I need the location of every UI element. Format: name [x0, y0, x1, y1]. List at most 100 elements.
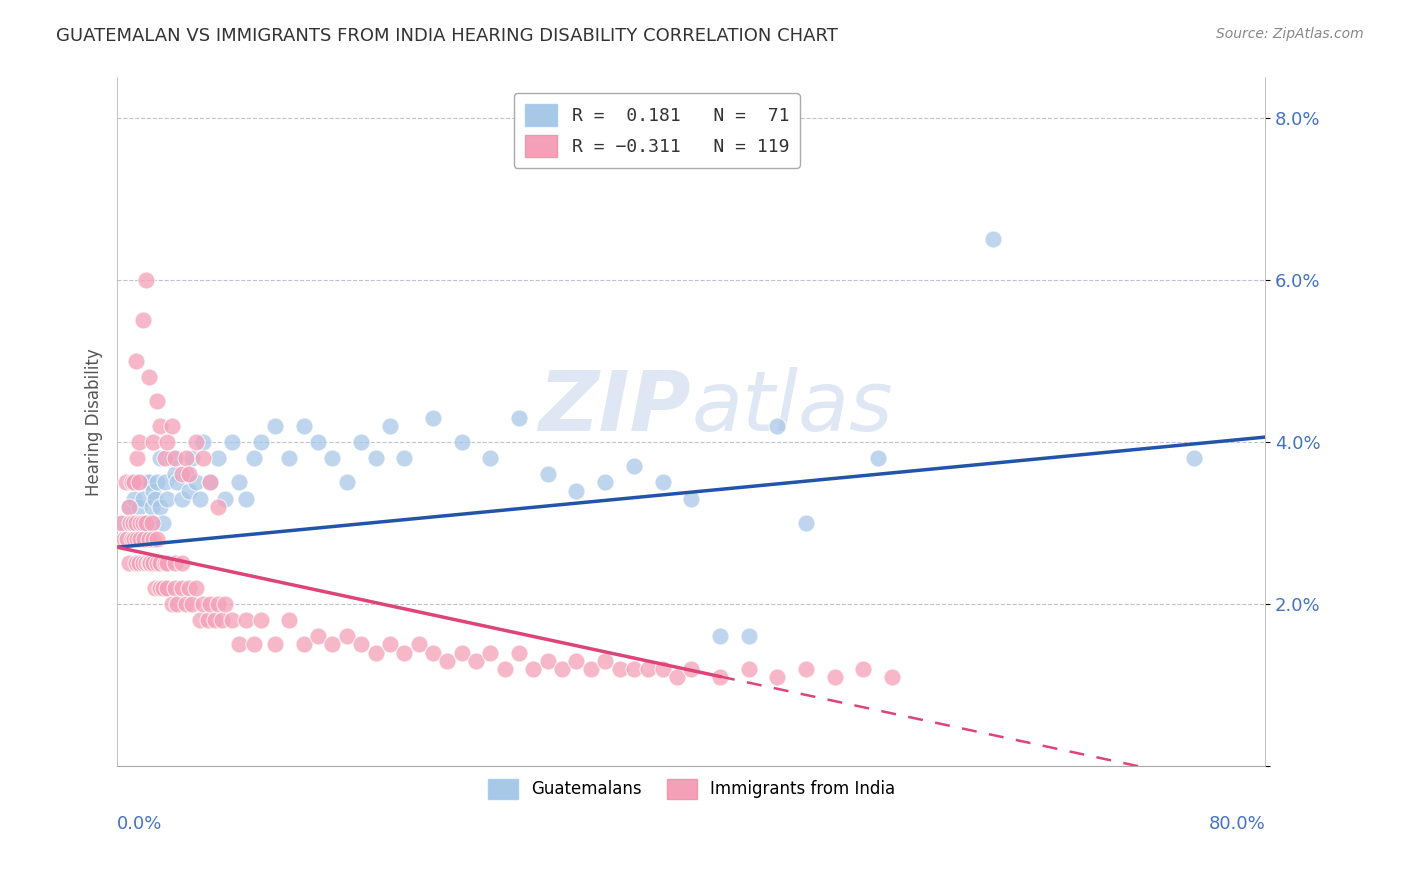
Point: [127, 451, 149, 466]
Point: [609, 662, 631, 676]
Point: [146, 394, 169, 409]
Point: [142, 516, 165, 530]
Point: [278, 613, 301, 627]
Point: [235, 491, 257, 506]
Point: [141, 516, 163, 530]
Point: [163, 557, 186, 571]
Point: [153, 557, 176, 571]
Point: [138, 532, 160, 546]
Point: [163, 581, 186, 595]
Point: [142, 532, 165, 546]
Point: [394, 451, 416, 466]
Point: [193, 434, 215, 449]
Point: [112, 532, 135, 546]
Point: [110, 516, 132, 530]
Point: [170, 581, 193, 595]
Point: [292, 418, 315, 433]
Point: [709, 629, 731, 643]
Point: [190, 491, 212, 506]
Point: [121, 532, 143, 546]
Text: atlas: atlas: [692, 368, 893, 449]
Point: [565, 483, 588, 498]
Point: [163, 467, 186, 482]
Point: [794, 662, 817, 676]
Point: [681, 491, 703, 506]
Point: [121, 475, 143, 490]
Point: [146, 532, 169, 546]
Point: [321, 637, 343, 651]
Point: [127, 532, 149, 546]
Point: [637, 662, 659, 676]
Point: [163, 451, 186, 466]
Point: [170, 491, 193, 506]
Point: [146, 475, 169, 490]
Point: [378, 637, 401, 651]
Point: [124, 516, 146, 530]
Point: [115, 532, 138, 546]
Point: [149, 500, 172, 514]
Point: [128, 475, 150, 490]
Point: [174, 597, 197, 611]
Point: [197, 613, 219, 627]
Point: [623, 662, 645, 676]
Point: [494, 662, 516, 676]
Point: [336, 629, 359, 643]
Point: [579, 662, 602, 676]
Point: [149, 557, 172, 571]
Point: [207, 451, 229, 466]
Point: [132, 491, 155, 506]
Point: [160, 597, 183, 611]
Point: [128, 500, 150, 514]
Point: [479, 646, 502, 660]
Point: [249, 613, 271, 627]
Point: [193, 451, 215, 466]
Point: [882, 670, 904, 684]
Point: [292, 637, 315, 651]
Point: [170, 557, 193, 571]
Point: [1182, 451, 1205, 466]
Point: [156, 557, 179, 571]
Point: [129, 516, 152, 530]
Point: [228, 475, 250, 490]
Point: [143, 581, 166, 595]
Text: GUATEMALAN VS IMMIGRANTS FROM INDIA HEARING DISABILITY CORRELATION CHART: GUATEMALAN VS IMMIGRANTS FROM INDIA HEAR…: [56, 27, 838, 45]
Point: [142, 483, 165, 498]
Point: [436, 654, 458, 668]
Point: [565, 654, 588, 668]
Point: [138, 532, 160, 546]
Point: [138, 475, 160, 490]
Point: [112, 516, 135, 530]
Point: [153, 475, 176, 490]
Point: [125, 557, 148, 571]
Point: [465, 654, 488, 668]
Point: [824, 670, 846, 684]
Point: [129, 532, 152, 546]
Point: [142, 434, 165, 449]
Point: [153, 451, 176, 466]
Point: [125, 354, 148, 368]
Point: [364, 646, 387, 660]
Text: 80.0%: 80.0%: [1209, 814, 1265, 832]
Point: [221, 613, 243, 627]
Point: [479, 451, 502, 466]
Point: [264, 418, 287, 433]
Point: [120, 516, 142, 530]
Point: [794, 516, 817, 530]
Point: [378, 418, 401, 433]
Point: [408, 637, 430, 651]
Point: [193, 597, 215, 611]
Point: [200, 475, 222, 490]
Point: [134, 532, 156, 546]
Point: [190, 613, 212, 627]
Point: [766, 670, 789, 684]
Point: [152, 516, 174, 530]
Point: [200, 475, 222, 490]
Text: Source: ZipAtlas.com: Source: ZipAtlas.com: [1216, 27, 1364, 41]
Point: [651, 475, 673, 490]
Point: [394, 646, 416, 660]
Point: [450, 434, 472, 449]
Point: [737, 662, 759, 676]
Point: [125, 516, 148, 530]
Point: [551, 662, 574, 676]
Point: [264, 637, 287, 651]
